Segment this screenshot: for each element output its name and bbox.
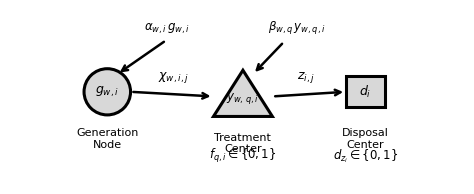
Text: $d_i$: $d_i$ <box>359 84 372 100</box>
Text: Generation
Node: Generation Node <box>76 128 138 150</box>
Text: Treatment
Center: Treatment Center <box>215 133 271 154</box>
Text: $\alpha_{w,i}\,g_{w,i}$: $\alpha_{w,i}\,g_{w,i}$ <box>145 21 191 36</box>
Text: $d_{z_i} \in \{0,1\}$: $d_{z_i} \in \{0,1\}$ <box>333 147 398 165</box>
Text: $y_{w,\,q,i}$: $y_{w,\,q,i}$ <box>226 91 260 106</box>
Text: $f_{q,i} \in \{0,1\}$: $f_{q,i} \in \{0,1\}$ <box>209 147 277 165</box>
FancyBboxPatch shape <box>346 76 385 107</box>
Circle shape <box>84 69 130 115</box>
Text: $z_{i,j}$: $z_{i,j}$ <box>297 70 315 85</box>
Polygon shape <box>213 70 273 116</box>
Text: $g_{w,i}$: $g_{w,i}$ <box>95 85 119 99</box>
Text: $\chi_{w,i,j}$: $\chi_{w,i,j}$ <box>158 70 190 85</box>
Text: Disposal
Center: Disposal Center <box>342 128 389 150</box>
Text: $\beta_{w,q}\,y_{w,q,i}$: $\beta_{w,q}\,y_{w,q,i}$ <box>268 19 326 36</box>
